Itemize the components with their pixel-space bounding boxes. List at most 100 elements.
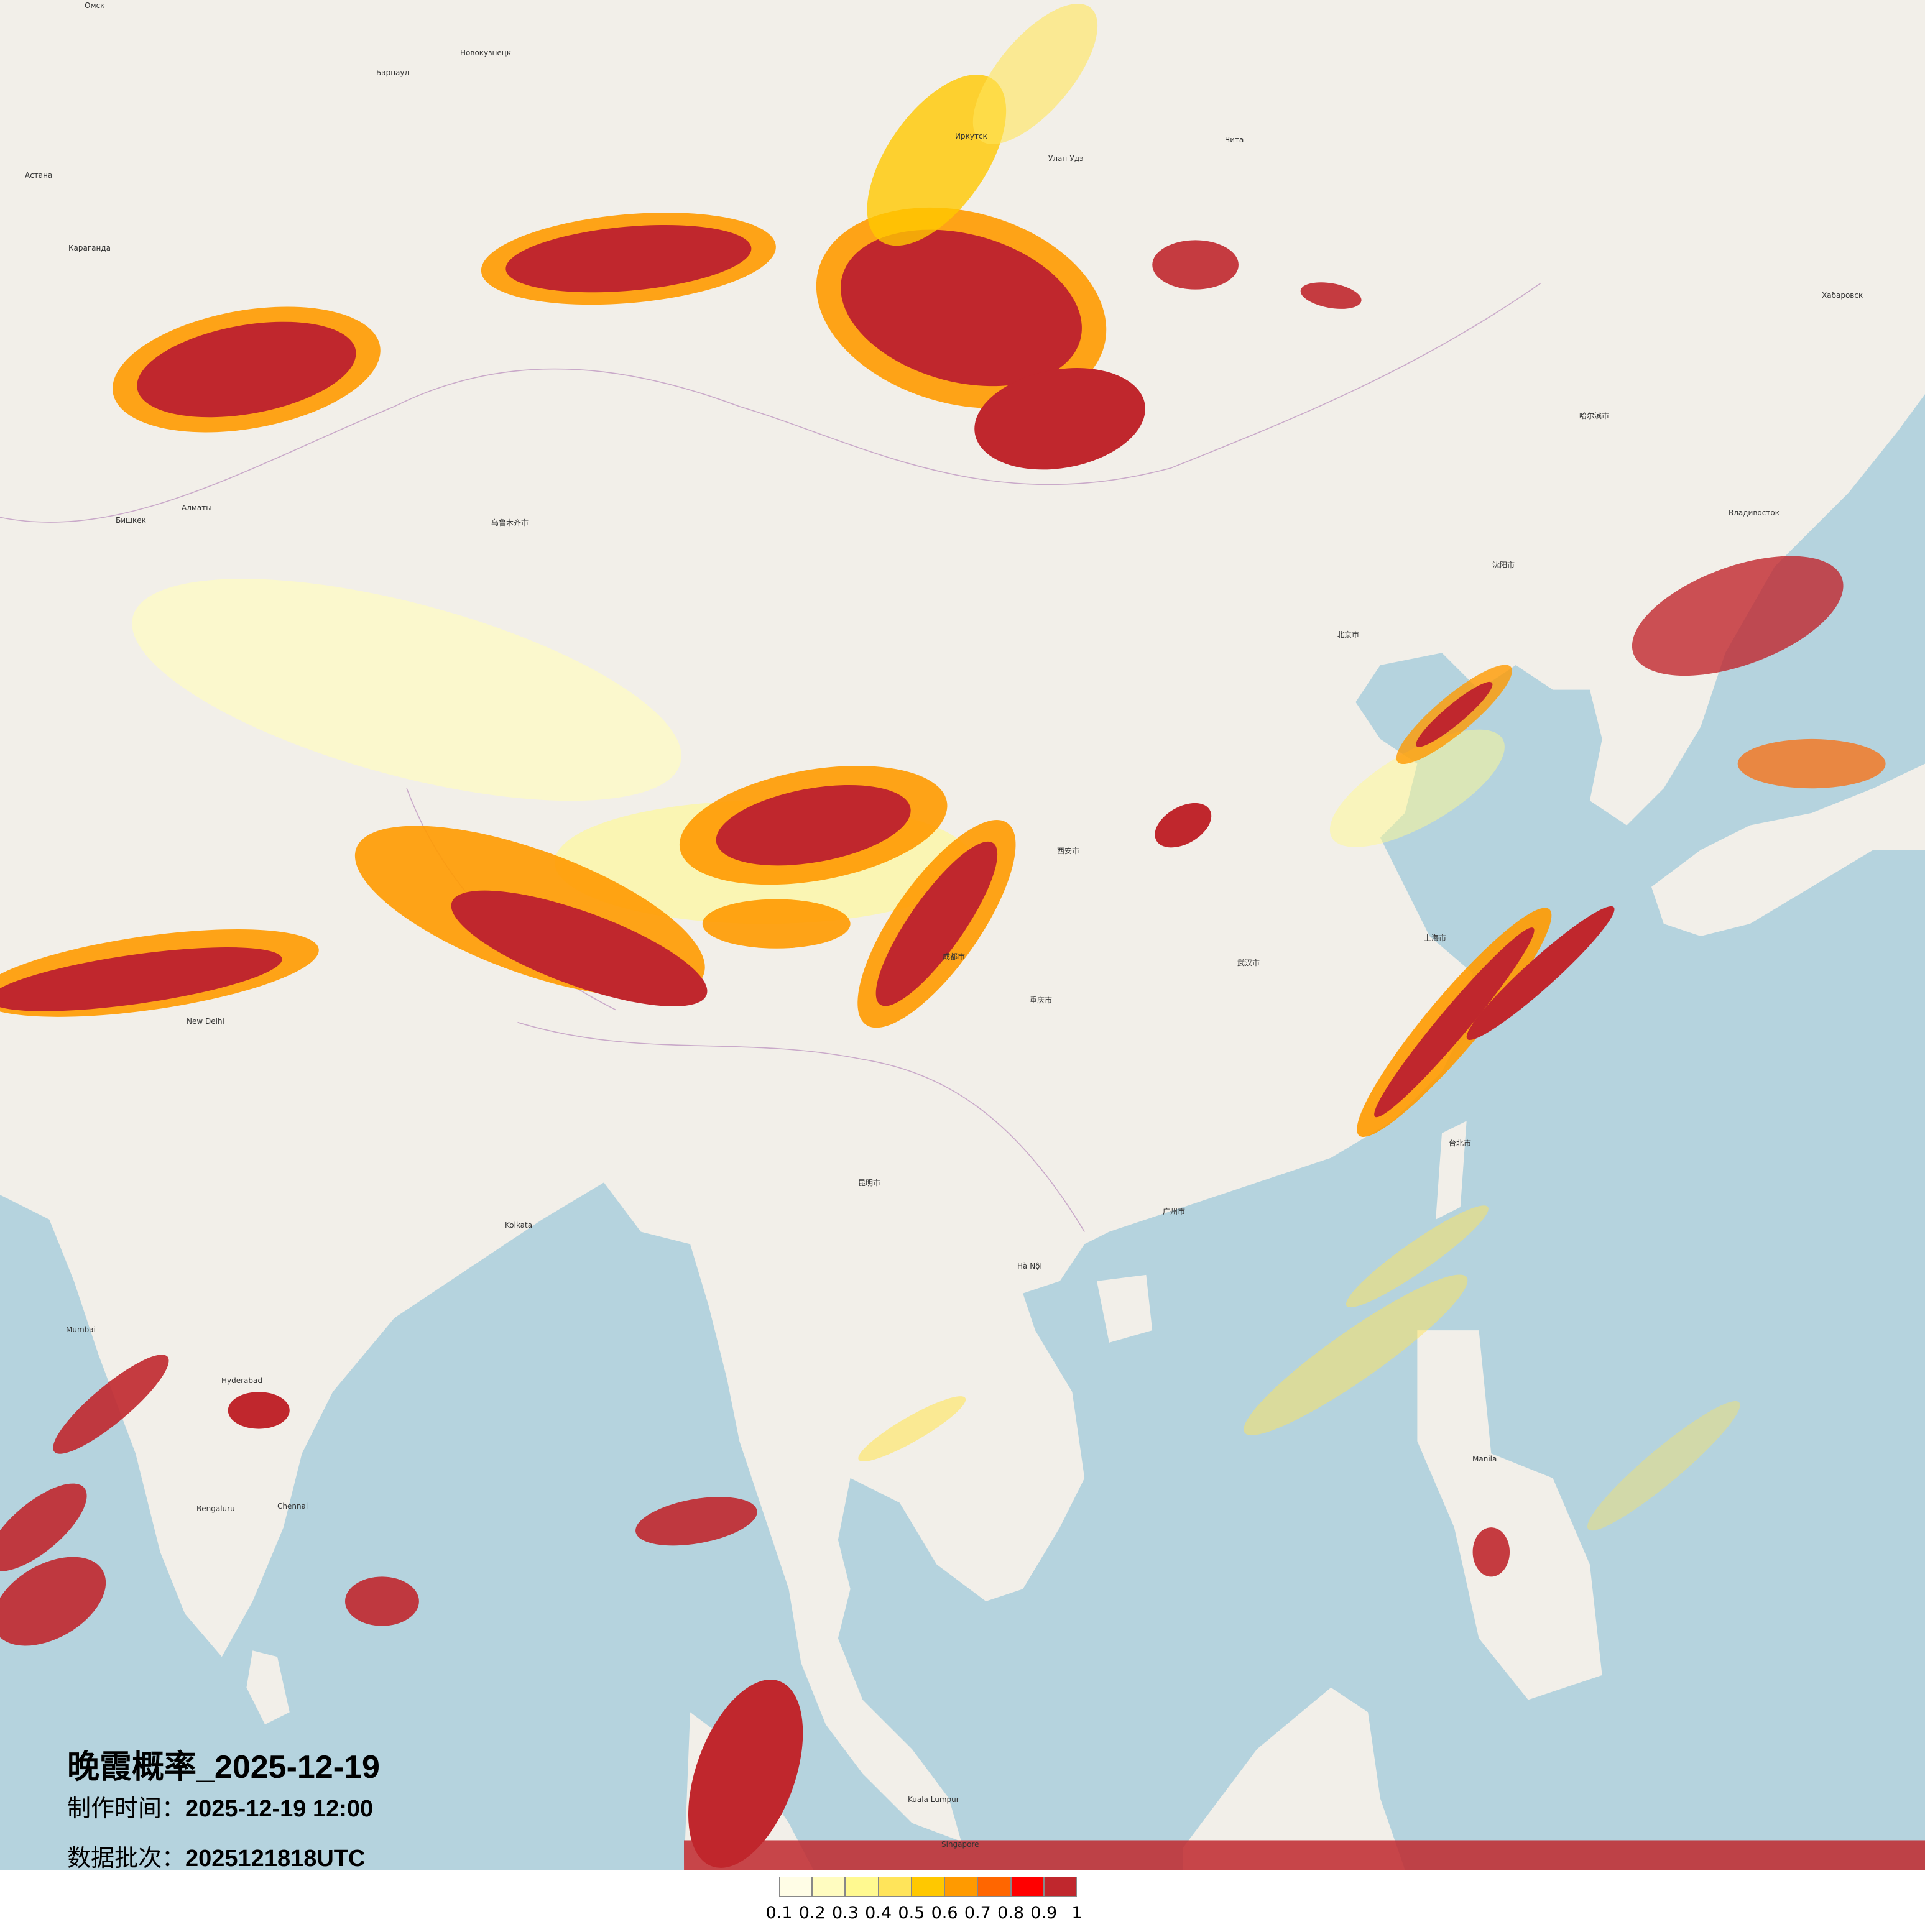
probability-patch (1152, 240, 1239, 290)
legend-swatch (812, 1877, 846, 1897)
map-label: Hà Nội (1017, 1262, 1042, 1271)
map-label: Hyderabad (221, 1376, 262, 1385)
legend-tick-label: 0.9 (1030, 1903, 1058, 1923)
probability-patch (1374, 927, 1535, 1118)
hainan-land (1097, 1274, 1153, 1343)
production-time-label: 制作时间： (67, 1796, 186, 1822)
probability-patch (972, 3, 1098, 144)
legend-tick-label: 0.2 (798, 1903, 826, 1923)
map-label: Хабаровск (1822, 291, 1863, 300)
map-label: Алматы (182, 504, 212, 512)
taiwan-land (1436, 1121, 1467, 1220)
borneo-land (1183, 1687, 1405, 1870)
map-label: Manila (1472, 1455, 1497, 1463)
map-label: 重庆市 (1030, 996, 1053, 1005)
map-label: 成都市 (943, 952, 966, 961)
map-label: 上海市 (1424, 934, 1447, 942)
map-label: Бишкек (116, 516, 146, 525)
probability-patch (0, 947, 282, 1011)
probability-patch (1329, 729, 1505, 847)
probability-patch (1466, 906, 1615, 1040)
legend-tick-label: 0.8 (997, 1903, 1025, 1923)
map-canvas[interactable] (0, 0, 1925, 1870)
legend-swatch (911, 1877, 945, 1897)
probability-patch (974, 368, 1145, 470)
map-label: 昆明市 (858, 1179, 881, 1187)
legend-tick-label: 0.6 (931, 1903, 958, 1923)
map-label: Барнаул (376, 68, 410, 77)
probability-patch (1300, 282, 1362, 309)
probability-patch (1472, 1527, 1510, 1577)
legend-swatch (845, 1877, 879, 1897)
map-label: Chennai (277, 1502, 308, 1511)
map-label: 乌鲁木齐市 (491, 518, 529, 527)
probability-patch (867, 75, 1007, 246)
data-batch-value: 2025121818UTC (185, 1846, 366, 1872)
probability-patch (505, 224, 752, 293)
probability-patch (53, 1355, 169, 1454)
legend-tick-label: 0.5 (898, 1903, 925, 1923)
probability-patch (684, 1840, 1925, 1870)
map-label: Kolkata (505, 1221, 533, 1230)
map-label: New Delhi (187, 1017, 224, 1026)
color-legend-bar (779, 1877, 1077, 1897)
map-label: Владивосток (1729, 508, 1780, 517)
probability-patch (1155, 803, 1212, 848)
legend-tick-label: 0.7 (964, 1903, 991, 1923)
map-label: Mumbai (66, 1325, 96, 1334)
legend-swatch (944, 1877, 978, 1897)
map-label: Singapore (941, 1840, 979, 1849)
philippines-land (1417, 1330, 1602, 1700)
probability-patch (344, 1576, 419, 1626)
probability-patch (1244, 1274, 1468, 1435)
legend-swatch (1010, 1877, 1044, 1897)
map-label: Астана (25, 171, 53, 180)
probability-patch (1587, 1401, 1740, 1531)
probability-patch (132, 579, 681, 801)
legend-tick-label: 0.1 (765, 1903, 793, 1923)
map-label: Kuala Lumpur (908, 1795, 959, 1804)
legend-swatch (878, 1877, 912, 1897)
map-label: 西安市 (1057, 847, 1080, 855)
map-label: 北京市 (1337, 630, 1360, 639)
probability-patch (137, 321, 356, 418)
probability-patch (451, 890, 708, 1006)
legend-tick-label: 0.3 (831, 1903, 859, 1923)
probability-patch (702, 899, 851, 949)
probability-patch (716, 784, 911, 866)
map-label: Караганда (68, 244, 111, 252)
data-batch: 数据批次：2025121818UTC (67, 1839, 365, 1873)
probability-patch (1346, 1205, 1489, 1308)
map-title: 晚霞概率_2025-12-19 (67, 1749, 380, 1785)
legend-swatch (977, 1877, 1011, 1897)
production-time: 制作时间：2025-12-19 12:00 (67, 1789, 373, 1823)
map-label: Новокузнецк (460, 48, 512, 57)
map-label: Омск (85, 1, 105, 10)
sri-lanka-land (246, 1650, 290, 1725)
data-batch-label: 数据批次： (67, 1846, 186, 1872)
probability-patch (1737, 738, 1886, 789)
map-label: 武汉市 (1237, 959, 1260, 967)
map-label: 哈尔滨市 (1579, 412, 1610, 420)
map-label: Чита (1225, 136, 1244, 144)
map-label: Иркутск (955, 132, 987, 140)
map-label: 广州市 (1163, 1207, 1186, 1216)
probability-patch (875, 841, 998, 1006)
probability-overlay (0, 3, 1925, 1870)
map-label: 沈阳市 (1492, 561, 1515, 569)
legend-swatch (779, 1877, 813, 1897)
probability-patch (1632, 556, 1844, 676)
probability-patch (635, 1497, 757, 1546)
legend-tick-label: 1 (1071, 1903, 1083, 1923)
probability-patch (228, 1392, 290, 1429)
map-label: Bengaluru (196, 1504, 235, 1513)
legend-tick-label: 0.4 (865, 1903, 892, 1923)
probability-patch (688, 1680, 803, 1868)
probability-patch (1416, 681, 1493, 747)
map-label: Улан-Удэ (1048, 154, 1084, 163)
legend-swatch (1043, 1877, 1077, 1897)
probability-patch (0, 1557, 106, 1646)
probability-patch (0, 1483, 87, 1571)
japan-land (1651, 763, 1925, 936)
